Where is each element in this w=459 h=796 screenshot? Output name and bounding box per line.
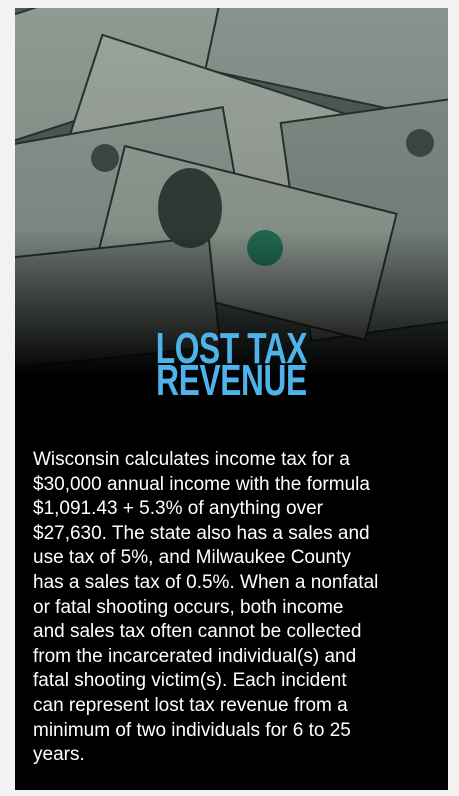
body-line: fatal shooting victim(s). Each incident — [33, 670, 347, 692]
title-line: REVENUE — [156, 356, 307, 405]
body-line: use tax of 5%, and Milwaukee County — [33, 547, 351, 569]
body-line: minimum of two individuals for 6 to 25 — [33, 719, 351, 741]
body-line: Wisconsin calculates income tax for a — [33, 449, 350, 470]
body-line: from the incarcerated individual(s) and — [33, 645, 357, 667]
title-line: LOST TAX — [155, 324, 308, 373]
title: LOST TAX REVENUE — [15, 324, 448, 405]
body-line: and sales tax often cannot be collected — [33, 621, 362, 643]
card: LOST TAX REVENUE Wisconsin calculates inc… — [15, 8, 448, 790]
body-line: $30,000 annual income with the formula — [33, 473, 370, 495]
money-photo — [15, 8, 448, 378]
body-line: can represent lost tax revenue from a — [33, 694, 348, 716]
body-text: Wisconsin calculates income tax for a $30… — [33, 448, 378, 768]
body-line: has a sales tax of 0.5%. When a nonfatal — [33, 571, 379, 593]
body-line: or fatal shooting occurs, both income — [33, 596, 344, 618]
body-line: $1,091.43 + 5.3% of anything over — [33, 498, 323, 520]
body-line: $27,630. The state also has a sales and — [33, 522, 370, 544]
body-line: years. — [33, 744, 85, 766]
